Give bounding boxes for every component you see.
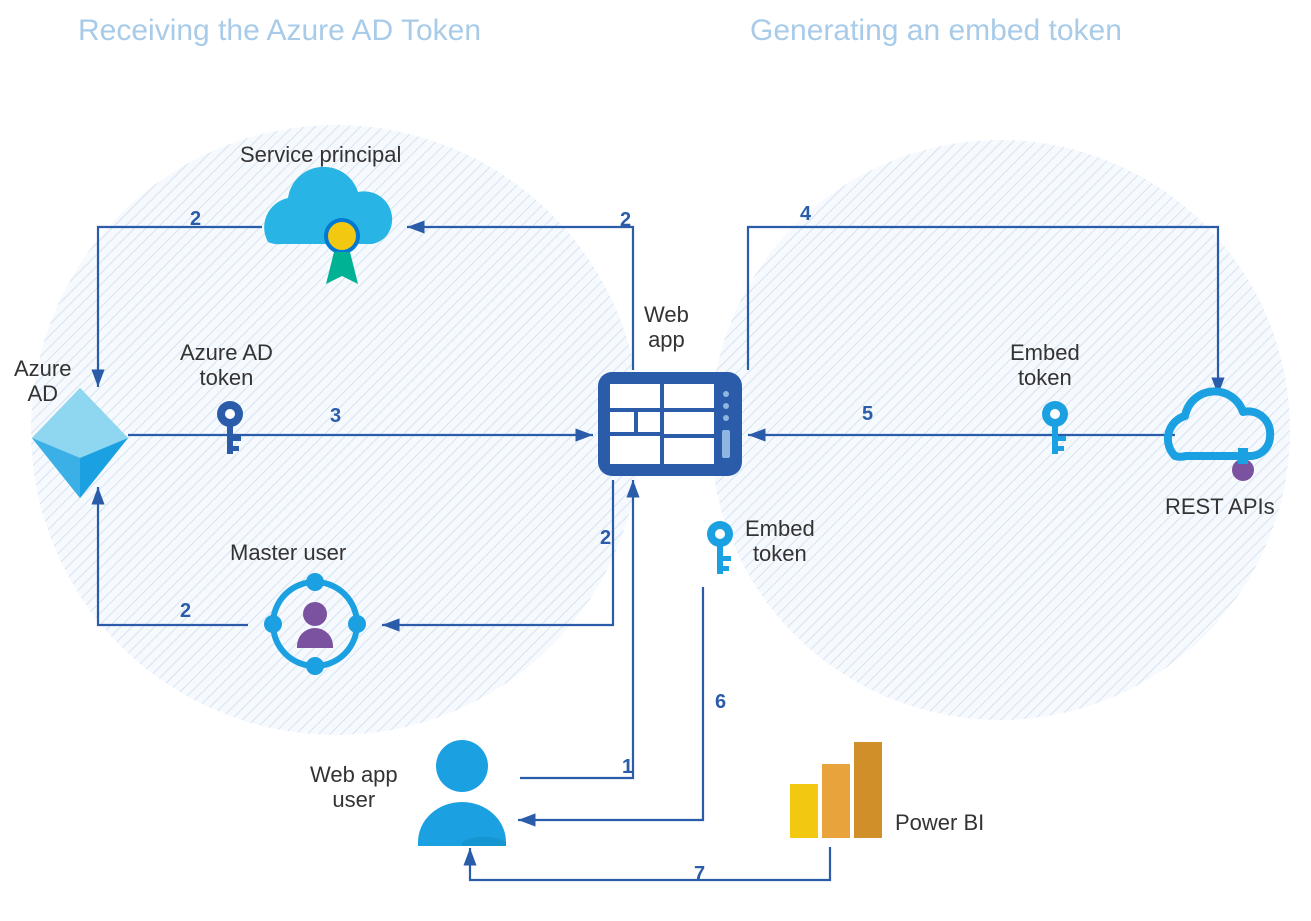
- icons-layer: [0, 0, 1311, 921]
- web-app-icon: [598, 372, 742, 476]
- azure-ad-token-key-icon: [217, 401, 243, 454]
- master-user-icon: [264, 573, 366, 675]
- label-web-app-user: Web appuser: [310, 762, 398, 813]
- heading-right: Generating an embed token: [750, 14, 1122, 48]
- service-principal-icon: [264, 167, 392, 284]
- label-azure-ad-token: Azure ADtoken: [180, 340, 273, 391]
- label-rest-apis: REST APIs: [1165, 494, 1275, 519]
- label-azure-ad: AzureAD: [14, 356, 71, 407]
- embed-token-right-key-icon: [1042, 401, 1068, 454]
- web-app-user-icon: [418, 740, 506, 846]
- label-web-app: Webapp: [644, 302, 689, 353]
- embed-token-mid-key-icon: [707, 521, 733, 574]
- heading-left: Receiving the Azure AD Token: [78, 14, 481, 48]
- power-bi-icon: [790, 742, 882, 838]
- label-master-user: Master user: [230, 540, 346, 565]
- label-embed-token-right: Embedtoken: [1010, 340, 1080, 391]
- label-power-bi: Power BI: [895, 810, 984, 835]
- rest-apis-icon: [1168, 391, 1270, 481]
- label-service-principal: Service principal: [240, 142, 401, 167]
- label-embed-token-mid: Embedtoken: [745, 516, 815, 567]
